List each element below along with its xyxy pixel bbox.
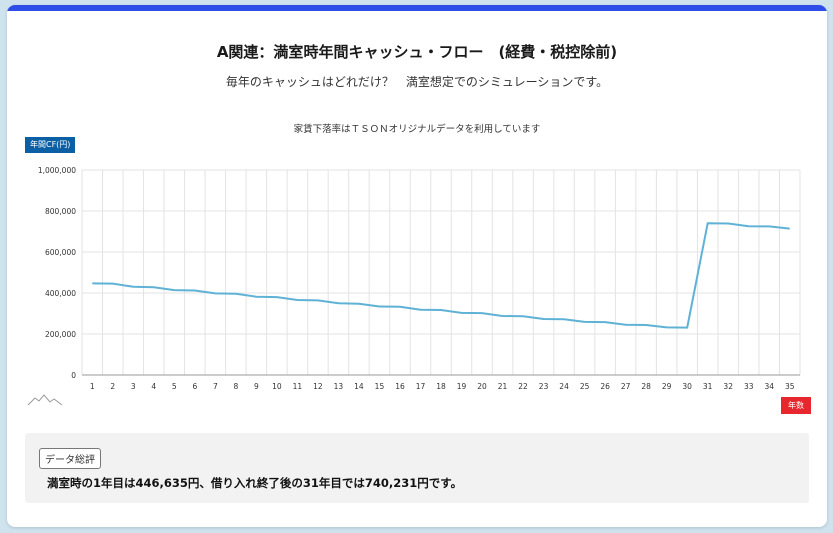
x-tick-label: 8 <box>233 382 238 391</box>
y-tick-label: 200,000 <box>45 330 76 339</box>
x-tick-label: 4 <box>151 382 156 391</box>
y-tick-label: 400,000 <box>45 289 76 298</box>
x-tick-label: 28 <box>641 382 651 391</box>
x-tick-label: 31 <box>703 382 713 391</box>
x-tick-label: 20 <box>477 382 487 391</box>
x-tick-label: 17 <box>416 382 426 391</box>
x-axis-label: 年数 <box>781 397 811 414</box>
x-tick-label: 7 <box>213 382 218 391</box>
x-tick-label: 15 <box>375 382 385 391</box>
mountain-logo-icon <box>27 394 63 406</box>
chart-card: A関連：満室時年間キャッシュ・フロー (経費・税控除前) 毎年のキャッシュはどれ… <box>7 5 827 527</box>
x-tick-label: 33 <box>744 382 754 391</box>
y-axis-label: 年間CF(円) <box>25 137 76 153</box>
x-tick-label: 11 <box>293 382 303 391</box>
y-tick-label: 600,000 <box>45 248 76 257</box>
x-tick-label: 19 <box>457 382 467 391</box>
x-tick-label: 10 <box>272 382 282 391</box>
x-tick-label: 29 <box>662 382 672 391</box>
x-tick-label: 24 <box>559 382 569 391</box>
x-tick-label: 23 <box>539 382 549 391</box>
x-tick-label: 3 <box>131 382 136 391</box>
y-tick-label: 0 <box>71 371 76 380</box>
line-chart: 0 200,000 400,000 600,000 800,000 1,000,000 1… <box>38 166 801 391</box>
x-tick-label: 2 <box>110 382 115 391</box>
data-source-note: 家賃下落率はＴＳＯＮオリジナルデータを利用しています <box>293 124 541 135</box>
top-accent-bar <box>7 5 827 11</box>
x-tick-label: 14 <box>354 382 364 391</box>
x-tick-label: 22 <box>518 382 528 391</box>
x-tick-label: 26 <box>600 382 610 391</box>
x-tick-label: 21 <box>498 382 508 391</box>
x-tick-label: 5 <box>172 382 177 391</box>
x-tick-label: 34 <box>764 382 774 391</box>
x-tick-label: 16 <box>395 382 405 391</box>
x-tick-label: 13 <box>334 382 344 391</box>
y-tick-label: 800,000 <box>45 207 76 216</box>
x-tick-label: 30 <box>682 382 692 391</box>
data-summary-panel: データ総評 満室時の1年目は446,635円、借り入れ終了後の31年目では740… <box>25 433 809 503</box>
y-tick-label: 1,000,000 <box>38 166 76 175</box>
x-tick-label: 6 <box>192 382 197 391</box>
summary-text: 満室時の1年目は446,635円、借り入れ終了後の31年目では740,231円で… <box>47 476 463 490</box>
chart-title: A関連：満室時年間キャッシュ・フロー (経費・税控除前) <box>216 43 618 61</box>
x-tick-label: 25 <box>580 382 590 391</box>
x-tick-label: 1 <box>90 382 95 391</box>
chart-subtitle: 毎年のキャッシュはどれだけ？ 満室想定でのシミュレーションです。 <box>225 75 609 89</box>
x-tick-label: 9 <box>254 382 259 391</box>
x-tick-label: 35 <box>785 382 795 391</box>
x-tick-label: 12 <box>313 382 323 391</box>
x-tick-label: 27 <box>621 382 631 391</box>
summary-tag: データ総評 <box>39 448 101 469</box>
x-tick-label: 32 <box>723 382 733 391</box>
x-tick-label: 18 <box>436 382 446 391</box>
series-line <box>92 222 790 329</box>
